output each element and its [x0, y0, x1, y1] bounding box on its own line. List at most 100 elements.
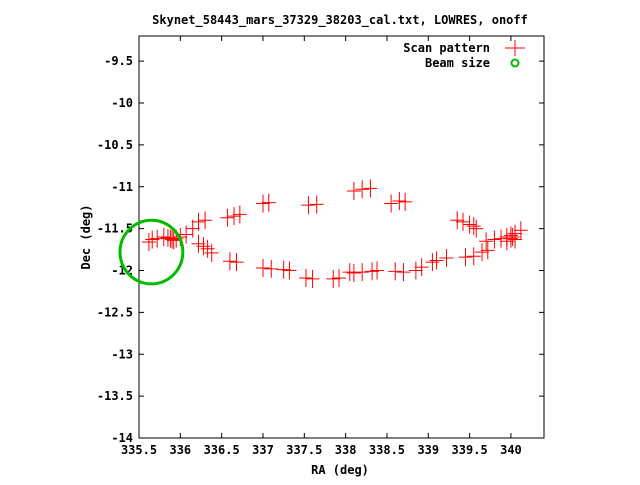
x-tick: 337.5: [286, 36, 322, 457]
y-tick-label: -11.5: [97, 222, 133, 236]
y-tick-label: -10.5: [97, 138, 133, 152]
scan-point: [396, 263, 411, 282]
legend-circle-marker: [510, 58, 520, 68]
scan-point: [309, 195, 324, 214]
scan-point: [398, 192, 413, 211]
scan-point: [480, 241, 495, 260]
y-tick-label: -14: [111, 431, 133, 445]
scan-point: [456, 212, 470, 231]
scan-point: [508, 230, 523, 249]
scan-point: [298, 269, 313, 288]
scan-point: [466, 217, 481, 236]
chart-title: Skynet_58443_mars_37329_38203_cal.txt, L…: [152, 13, 528, 28]
x-tick-label: 340: [500, 443, 522, 457]
x-tick: 339.5: [452, 36, 488, 457]
scan-point: [475, 243, 490, 262]
x-tick: 336.5: [204, 36, 240, 457]
scan-point: [261, 193, 276, 212]
scan-point: [165, 230, 180, 249]
scan-point: [384, 194, 399, 213]
x-tick: 335.5: [121, 36, 157, 457]
scan-point: [222, 252, 237, 271]
x-tick-label: 339.5: [452, 443, 488, 457]
scan-point: [166, 231, 181, 250]
scan-point: [439, 248, 454, 267]
scan-point: [191, 212, 206, 231]
scan-point: [408, 261, 423, 280]
legend-marker-beam-size: [510, 58, 520, 68]
scan-point: [200, 239, 215, 258]
scan-point: [196, 237, 211, 256]
scan-point: [363, 179, 378, 198]
x-tick: 339: [417, 36, 439, 457]
scan-point: [469, 219, 484, 238]
scan-point: [503, 229, 518, 248]
scan-point: [264, 259, 279, 278]
x-tick-label: 337: [252, 443, 274, 457]
x-tick-label: 339: [417, 443, 439, 457]
y-axis-ticks: -9.5-10-10.5-11-11.5-12-12.5-13-13.5-14: [97, 54, 544, 445]
y-tick-label: -13.5: [97, 389, 133, 403]
data-layer: [118, 179, 528, 288]
legend-plus-marker: [505, 40, 525, 56]
y-tick: -12.5: [97, 305, 544, 319]
scan-point: [220, 208, 235, 227]
y-tick: -10.5: [97, 138, 544, 152]
y-tick-label: -9.5: [104, 54, 133, 68]
y-tick-label: -12.5: [97, 305, 133, 319]
scan-point: [487, 230, 502, 249]
scan-point: [326, 269, 341, 288]
axes: 335.5 336 336.5 337 337.5 338 338.5 339 339.5 340…: [97, 35, 545, 457]
y-tick-label: -13: [111, 347, 133, 361]
y-tick: -13.5: [97, 389, 544, 403]
scan-point: [466, 247, 481, 266]
legend: Scan pattern Beam size: [403, 40, 525, 70]
scan-point: [276, 260, 291, 279]
scan-point: [160, 228, 175, 247]
y-tick: -11: [111, 180, 544, 194]
scan-point: [232, 205, 247, 224]
x-axis-ticks: 335.5 336 336.5 337 337.5 338 338.5 339 339.5 340: [121, 36, 522, 457]
beam-size-circle: [118, 218, 185, 286]
scan-point: [414, 258, 429, 277]
scan-point: [346, 264, 361, 283]
x-tick-label: 337.5: [286, 443, 322, 457]
x-tick: 340: [500, 36, 522, 457]
scan-point: [513, 221, 528, 240]
scan-point: [479, 232, 494, 251]
scan-point: [198, 211, 213, 230]
y-tick: -14: [111, 431, 544, 445]
scan-point: [156, 228, 171, 246]
y-tick: -13: [111, 347, 544, 361]
scan-point: [458, 248, 473, 267]
x-tick: 336: [169, 36, 191, 457]
y-tick: -10: [111, 96, 544, 110]
scan-point: [229, 253, 244, 272]
scan-point: [255, 194, 270, 213]
scan-point: [499, 232, 514, 251]
x-tick-label: 338: [335, 443, 357, 457]
scan-point: [305, 269, 320, 288]
scan-point: [141, 233, 156, 252]
plot-frame: [138, 35, 545, 439]
scan-point: [462, 215, 477, 234]
y-axis-label: Dec (deg): [79, 204, 93, 269]
scan-point: [255, 258, 270, 277]
scan-point: [301, 196, 316, 215]
scan-point: [332, 269, 347, 288]
y-tick-label: -11: [111, 180, 133, 194]
x-tick: 338.5: [369, 36, 405, 457]
legend-marker-scan-pattern: [505, 40, 525, 56]
scan-point: [425, 253, 440, 272]
x-axis-label: RA (deg): [311, 463, 369, 477]
scan-point: [388, 262, 403, 281]
x-tick: 337: [252, 36, 274, 457]
scan-point: [227, 207, 242, 226]
scan-point: [355, 263, 370, 282]
legend-label-beam-size: Beam size: [425, 56, 490, 70]
scan-point: [355, 180, 370, 199]
scan-point: [392, 191, 407, 210]
scan-point: [370, 261, 385, 280]
scan-point: [150, 229, 165, 248]
